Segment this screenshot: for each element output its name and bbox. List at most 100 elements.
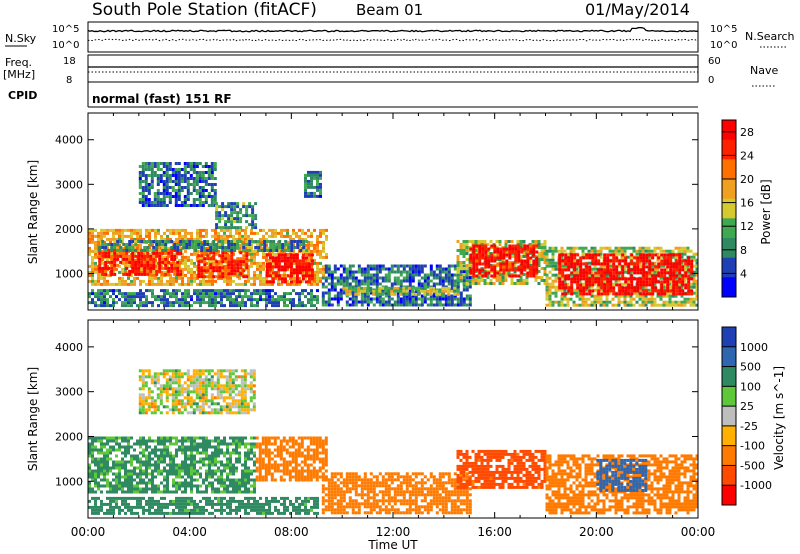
power-cell — [387, 303, 391, 307]
power-cell — [141, 189, 145, 192]
power-cell — [672, 265, 676, 269]
power-cell — [176, 269, 180, 273]
power-cell — [110, 249, 114, 252]
power-cell — [91, 231, 94, 235]
power-cell — [245, 243, 249, 246]
power-cell — [233, 260, 237, 264]
power-cell — [599, 255, 603, 259]
power-cell — [211, 261, 214, 265]
power-cell — [570, 262, 574, 266]
power-cell — [617, 246, 621, 250]
power-cell — [148, 228, 151, 232]
power-cell — [141, 198, 145, 201]
power-cell — [585, 271, 589, 275]
power-cell — [241, 298, 244, 302]
power-cell — [121, 279, 124, 283]
power-cell — [602, 279, 606, 283]
power-cell — [189, 168, 193, 171]
power-cell — [450, 282, 454, 286]
power-cell — [669, 256, 673, 260]
power-cell — [692, 297, 696, 301]
power-cell — [307, 280, 311, 284]
power-cell — [272, 246, 276, 249]
power-cell — [283, 270, 286, 274]
power-cell — [327, 294, 331, 298]
power-cell — [100, 292, 103, 296]
power-cell — [671, 294, 675, 298]
power-cell — [226, 228, 229, 232]
power-cell — [587, 261, 591, 265]
power-cell — [238, 234, 241, 238]
power-cell — [192, 162, 196, 165]
power-cell — [259, 228, 262, 232]
power-cell — [666, 280, 670, 284]
power-cell — [244, 237, 247, 241]
power-cell — [195, 192, 199, 195]
power-cell — [146, 272, 150, 276]
power-cell — [242, 257, 246, 261]
power-cell — [351, 285, 355, 289]
power-cell — [274, 292, 277, 296]
power-cell — [624, 292, 628, 296]
power-cell — [322, 243, 325, 247]
power-cell — [227, 214, 231, 218]
power-cell — [310, 289, 313, 293]
power-cell — [366, 292, 370, 296]
power-cell — [657, 265, 661, 269]
power-cell — [456, 267, 460, 270]
power-cell — [408, 267, 412, 271]
power-cell — [118, 237, 121, 241]
power-cell — [564, 283, 568, 287]
power-cell — [310, 292, 313, 296]
power-cell — [176, 266, 180, 270]
power-cell — [238, 301, 241, 305]
power-cell — [599, 294, 603, 298]
power-cell — [575, 303, 579, 307]
power-cell — [319, 267, 322, 271]
power-cell — [581, 303, 585, 307]
power-cell — [124, 298, 127, 302]
power-cell — [672, 280, 676, 284]
power-cell — [122, 249, 126, 252]
power-cell — [675, 265, 679, 269]
power-cell — [177, 189, 181, 192]
power-cell — [148, 282, 151, 286]
power-cell — [136, 243, 139, 247]
power-cell — [570, 271, 574, 275]
power-cell — [462, 270, 466, 274]
power-cell — [226, 282, 229, 286]
power-cell — [221, 226, 225, 230]
power-cell — [177, 198, 181, 201]
power-cell — [387, 273, 391, 277]
power-cell — [173, 257, 177, 261]
power-cell — [205, 279, 208, 283]
power-cell — [280, 256, 284, 260]
velocity-cell — [100, 457, 103, 461]
power-cell — [233, 208, 237, 212]
velocity-cell — [97, 484, 100, 488]
power-cell — [100, 276, 103, 280]
power-cell — [127, 276, 130, 280]
power-cell — [316, 179, 319, 183]
power-cell — [396, 267, 400, 271]
power-cell — [139, 295, 142, 299]
power-cell — [307, 191, 310, 195]
power-cell — [456, 249, 460, 252]
power-cell — [456, 282, 460, 286]
velocity-cell — [112, 445, 115, 449]
power-cell — [100, 231, 103, 235]
power-cell — [171, 180, 175, 183]
power-cell — [444, 270, 448, 274]
power-cell — [471, 240, 475, 243]
power-cell — [683, 246, 687, 250]
power-cell — [139, 228, 142, 232]
power-cell — [199, 228, 202, 232]
power-cell — [453, 297, 457, 301]
power-cell — [166, 292, 169, 296]
power-cell — [298, 295, 301, 299]
power-cell — [138, 180, 142, 183]
power-cell — [612, 265, 616, 269]
power-cell — [298, 262, 302, 266]
power-cell — [230, 240, 234, 243]
power-cell — [256, 243, 259, 247]
